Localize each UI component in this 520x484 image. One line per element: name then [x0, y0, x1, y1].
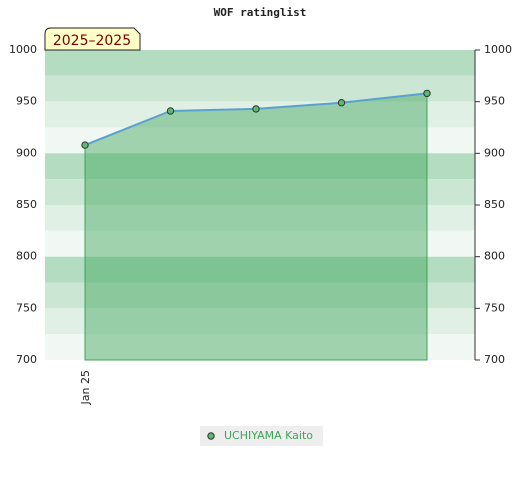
- y2-tick-label: 900: [484, 146, 505, 159]
- y-tick-label: 800: [16, 250, 37, 263]
- point: [337, 99, 346, 107]
- annotation-box: [44, 27, 141, 51]
- band: [45, 282, 475, 309]
- annotation: 2025–2025: [53, 33, 131, 49]
- y2-tick-label: 700: [484, 353, 505, 366]
- point: [166, 107, 175, 115]
- point: [81, 141, 89, 149]
- band: [45, 205, 475, 231]
- band: [45, 334, 475, 360]
- x-tick-label: Jan 25: [79, 370, 92, 405]
- band: [45, 230, 475, 257]
- y-tick-label: 850: [16, 198, 37, 211]
- y-tick-label: 950: [16, 95, 37, 108]
- chart-title: WOF ratinglist: [214, 6, 307, 19]
- point: [423, 89, 431, 98]
- legend-marker: [207, 432, 215, 440]
- band: [45, 101, 475, 128]
- y2-tick-label: 1000: [484, 43, 512, 56]
- band: [45, 153, 475, 180]
- y-tick-label: 900: [16, 146, 37, 159]
- band: [45, 75, 475, 102]
- point: [252, 105, 260, 113]
- band: [45, 179, 475, 205]
- band: [45, 308, 475, 335]
- y2-tick-label: 950: [484, 95, 505, 108]
- band: [45, 50, 475, 76]
- y-tick-label: 750: [16, 301, 37, 314]
- legend-label: UCHIYAMA Kaito: [224, 429, 313, 442]
- y2-tick-label: 850: [484, 198, 505, 211]
- band: [45, 256, 475, 283]
- y2-tick-label: 800: [484, 250, 505, 263]
- y2-tick-label: 750: [484, 301, 505, 314]
- legend-box: [200, 426, 323, 446]
- y-tick-label: 1000: [9, 43, 37, 56]
- area: [84, 92, 428, 361]
- y-tick-label: 700: [16, 353, 37, 366]
